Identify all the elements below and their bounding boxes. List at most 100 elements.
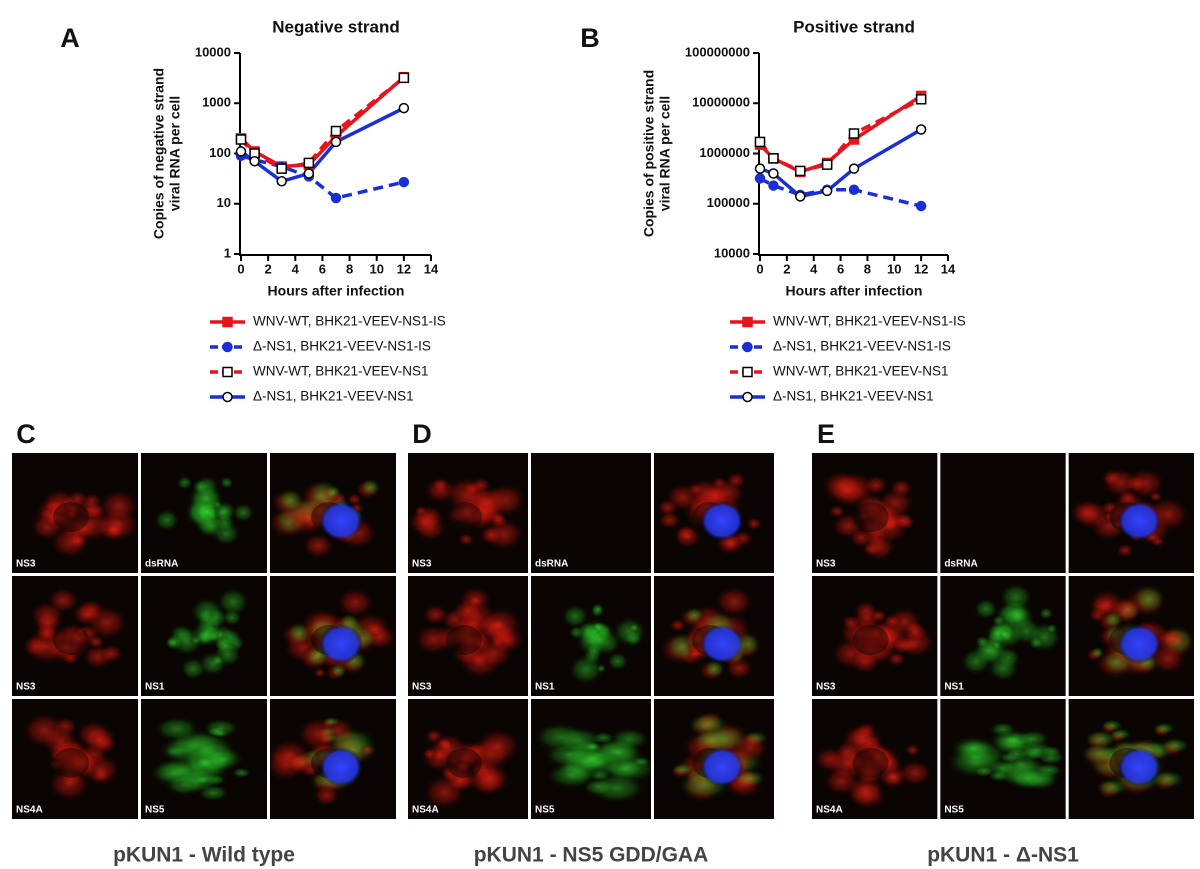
marker <box>754 163 766 174</box>
series-line <box>758 94 923 174</box>
stain <box>478 607 522 642</box>
micrograph-content <box>22 713 120 801</box>
marker <box>795 165 806 177</box>
legend-label: WNV-WT, BHK21-VEEV-NS1 <box>773 364 949 379</box>
nucleus <box>1117 624 1162 664</box>
stain-dark <box>53 625 89 655</box>
micrograph-content <box>1086 585 1194 679</box>
stain <box>731 732 769 763</box>
marker <box>276 163 287 174</box>
nucleus <box>319 624 363 664</box>
stain <box>569 654 604 685</box>
micrograph-content <box>415 586 524 679</box>
stain-dark <box>852 625 889 655</box>
stain <box>452 598 483 624</box>
micrograph: dsRNA <box>531 453 651 573</box>
micrograph-content <box>154 475 254 546</box>
legend-marker <box>742 391 753 403</box>
micrograph <box>270 453 396 573</box>
y-tick-label: 10 <box>217 195 231 210</box>
stain <box>961 648 992 675</box>
stain <box>726 472 747 489</box>
stain-dark <box>446 625 482 655</box>
legend-label: WNV-WT, BHK21-VEEV-NS1-IS <box>253 314 446 329</box>
micrograph: NS3 <box>12 453 138 573</box>
stain <box>422 604 449 625</box>
marker <box>848 184 860 195</box>
marker <box>915 94 927 105</box>
stain <box>883 769 904 786</box>
tile-label: NS5 <box>944 805 964 816</box>
stain <box>232 767 251 778</box>
y-tick-label: 10000 <box>195 44 231 59</box>
micrograph: NS1 <box>531 576 651 696</box>
nucleus <box>1117 501 1162 541</box>
marker <box>768 153 779 164</box>
micrograph: NS3 <box>812 576 938 696</box>
micrograph: NS1 <box>141 576 267 696</box>
micrograph-content <box>534 723 651 804</box>
stain <box>658 511 681 530</box>
stain <box>219 628 241 647</box>
tile-label: dsRNA <box>944 559 977 570</box>
stain <box>476 728 520 764</box>
stain <box>360 478 381 496</box>
tile-label: NS5 <box>535 805 555 816</box>
micrograph: dsRNA <box>141 453 267 573</box>
panel-label: E <box>817 419 835 449</box>
stain <box>1046 623 1058 634</box>
y-axis-label: viral RNA per cell <box>167 96 183 211</box>
tile-label: NS4A <box>816 805 843 816</box>
series-line <box>240 154 405 200</box>
micrograph-content <box>961 583 1062 682</box>
x-tick-label: 14 <box>424 261 439 276</box>
y-tick-label: 100000 <box>707 195 750 210</box>
stain <box>22 713 67 748</box>
stain <box>154 509 180 531</box>
marker <box>398 176 410 188</box>
y-tick-label: 10000000 <box>692 95 750 110</box>
panel-label: C <box>16 419 36 449</box>
marker <box>768 180 779 191</box>
x-tick-label: 14 <box>941 261 956 276</box>
y-tick-label: 1000 <box>202 95 231 110</box>
stain <box>1069 499 1103 526</box>
stain <box>175 768 221 793</box>
panel-caption: pKUN1 - Δ-NS1 <box>927 844 1079 867</box>
stain <box>974 598 998 620</box>
stain <box>613 617 647 647</box>
micrograph-content <box>831 601 935 674</box>
stain <box>1084 730 1118 748</box>
stain <box>1116 543 1134 558</box>
stain <box>1039 607 1053 620</box>
micrograph: NS3 <box>812 453 938 573</box>
marker <box>303 168 315 179</box>
stain <box>98 490 138 522</box>
y-tick-label: 1 <box>224 245 231 260</box>
stain <box>194 757 216 769</box>
stain <box>588 772 645 804</box>
stain <box>82 725 117 754</box>
stain <box>701 483 731 507</box>
stain-dark <box>446 502 482 532</box>
stain <box>745 517 763 531</box>
legend-label: Δ-NS1, BHK21-VEEV-NS1 <box>253 389 414 404</box>
micrograph: NS4A <box>408 699 528 819</box>
tile-label: NS4A <box>16 805 43 816</box>
marker <box>303 157 315 169</box>
stain <box>1103 610 1123 628</box>
stain <box>104 522 124 538</box>
stain <box>990 729 1031 751</box>
x-axis-label: Hours after infection <box>268 283 405 299</box>
stain <box>47 587 79 613</box>
stain <box>479 525 503 545</box>
panel-label: A <box>60 23 80 53</box>
nucleus <box>319 501 363 541</box>
stain-dark <box>852 502 889 532</box>
stain-dark <box>53 748 89 778</box>
stain <box>547 762 597 789</box>
micrograph: NS3 <box>12 576 138 696</box>
legend-marker <box>222 341 233 353</box>
stain <box>704 659 725 678</box>
